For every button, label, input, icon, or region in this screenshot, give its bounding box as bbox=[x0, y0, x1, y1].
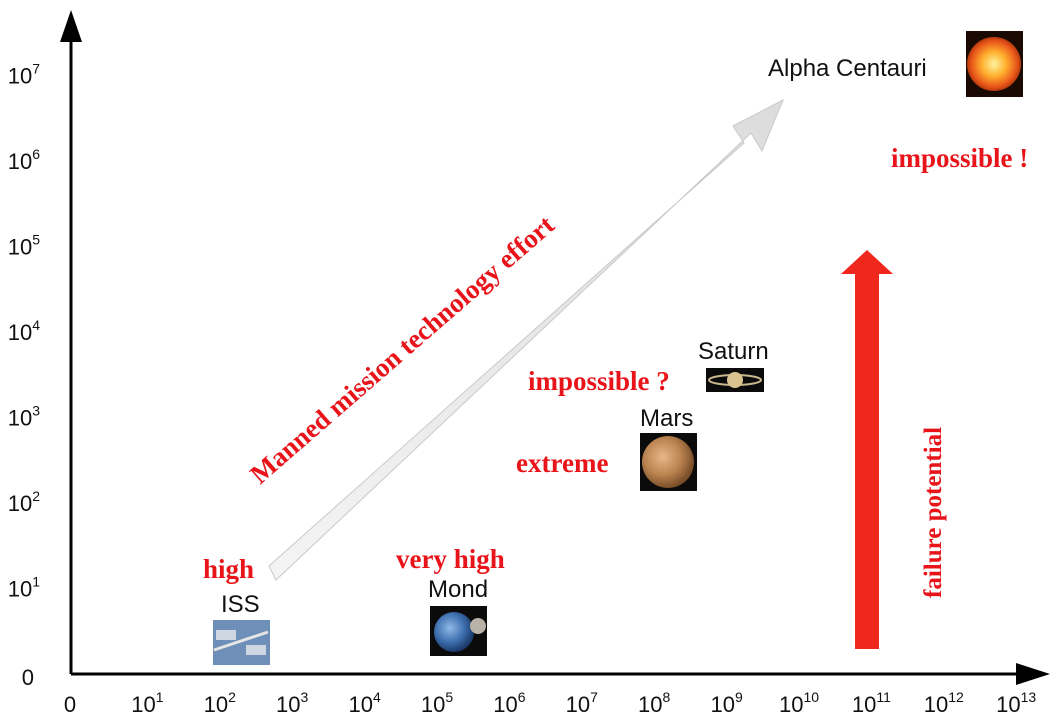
y-axis-arrowhead bbox=[60, 10, 82, 42]
x-tick-label: 103 bbox=[276, 689, 308, 715]
iss-item: ISS high bbox=[203, 554, 270, 665]
mars-image-planet bbox=[642, 436, 694, 488]
saturn-label: Saturn bbox=[698, 338, 769, 365]
x-tick-label: 104 bbox=[348, 689, 380, 715]
x-tick-label: 105 bbox=[421, 689, 453, 715]
mars-item: Mars extreme bbox=[516, 405, 697, 491]
iss-image-panel-right bbox=[246, 645, 266, 655]
failure-arrow-shaft bbox=[855, 272, 879, 649]
rating-high: high bbox=[203, 554, 254, 584]
y-tick-label: 104 bbox=[8, 317, 40, 345]
y-tick-label: 103 bbox=[8, 403, 40, 431]
alpha-centauri-item: Alpha Centauri impossible ! bbox=[768, 31, 1028, 173]
x-tick-label: 102 bbox=[204, 689, 236, 715]
iss-label: ISS bbox=[221, 591, 260, 618]
iss-image-panel-left bbox=[216, 630, 236, 640]
saturn-image-planet bbox=[727, 372, 743, 388]
x-tick-label: 0 bbox=[64, 692, 76, 715]
x-tick-label: 107 bbox=[566, 689, 598, 715]
rating-very-high: very high bbox=[396, 544, 505, 574]
alpha-centauri-label: Alpha Centauri bbox=[768, 55, 927, 82]
moon-label: Mond bbox=[428, 576, 488, 603]
y-tick-label: 101 bbox=[8, 574, 40, 602]
saturn-item: Saturn impossible ? bbox=[528, 338, 769, 396]
moon-item: Mond very high bbox=[396, 544, 505, 656]
mars-label: Mars bbox=[640, 405, 693, 432]
failure-arrow-head bbox=[841, 250, 893, 274]
x-tick-label: 101 bbox=[131, 689, 163, 715]
y-tick-label: 107 bbox=[8, 61, 40, 89]
x-tick-label: 1012 bbox=[924, 689, 964, 715]
x-tick-label: 109 bbox=[710, 689, 742, 715]
moon-image-moon bbox=[470, 618, 486, 634]
rating-impossible-exclaim: impossible ! bbox=[891, 143, 1028, 173]
x-tick-label: 106 bbox=[493, 689, 525, 715]
effort-arrow-shape bbox=[268, 98, 784, 581]
x-axis-ticks: 0 101 102 103 104 105 106 107 108 109 1010 1011 1012… bbox=[64, 689, 1037, 715]
rating-extreme: extreme bbox=[516, 448, 608, 478]
x-tick-label: 108 bbox=[638, 689, 670, 715]
y-axis-ticks: 0 101 102 103 104 105 106 107 bbox=[8, 61, 40, 691]
axes bbox=[60, 10, 1050, 685]
x-axis-arrowhead bbox=[1016, 663, 1050, 685]
moon-image-earth bbox=[434, 612, 474, 652]
y-tick-label: 102 bbox=[8, 488, 40, 516]
iss-image-truss bbox=[213, 630, 269, 652]
sun-image-disc bbox=[967, 37, 1021, 91]
x-tick-label: 1013 bbox=[996, 689, 1036, 715]
x-tick-label: 1010 bbox=[779, 689, 819, 715]
y-tick-label: 106 bbox=[8, 146, 40, 174]
x-tick-label: 1011 bbox=[852, 689, 891, 715]
y-tick-label: 0 bbox=[22, 665, 34, 690]
y-tick-label: 105 bbox=[8, 232, 40, 260]
failure-arrow: failure potential bbox=[841, 250, 947, 649]
iss-image bbox=[213, 620, 270, 665]
failure-arrow-label: failure potential bbox=[920, 427, 947, 598]
rating-impossible-question: impossible ? bbox=[528, 366, 670, 396]
